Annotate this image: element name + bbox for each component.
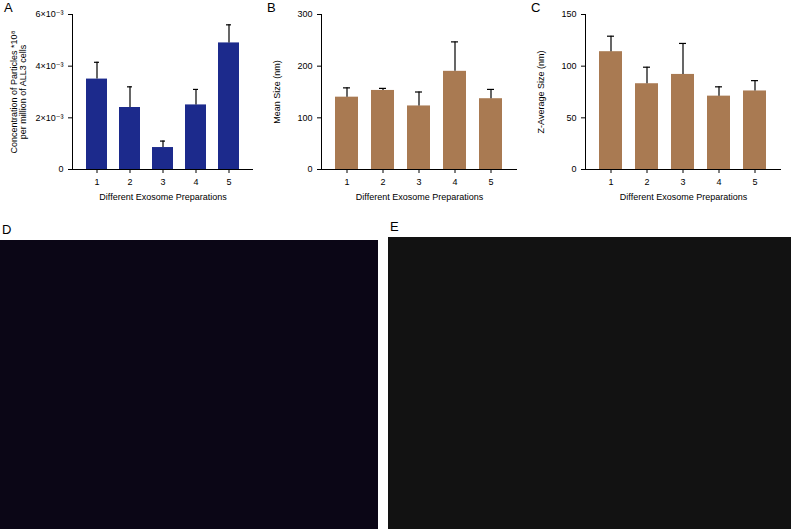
svg-text:Concentration of Particles *10: Concentration of Particles *10⁸per milli… [9,30,28,153]
svg-text:4: 4 [716,177,721,187]
html-text:D: D [2,222,12,237]
html-text:C: C [531,0,541,15]
svg-text:2: 2 [380,177,385,187]
svg-text:1: 1 [608,177,613,187]
svg-text:100: 100 [561,61,576,71]
html-text:B: B [267,0,276,15]
svg-text:0: 0 [307,164,312,174]
svg-text:6×10⁻³: 6×10⁻³ [35,9,63,19]
svg-text:2: 2 [127,177,132,187]
svg-text:4×10⁻³: 4×10⁻³ [35,61,63,71]
svg-text:5: 5 [488,177,493,187]
svg-text:3: 3 [160,177,165,187]
svg-text:1: 1 [344,177,349,187]
svg-text:3: 3 [416,177,421,187]
svg-text:2×10⁻³: 2×10⁻³ [35,113,63,123]
html-text:E: E [390,219,399,234]
svg-text:2: 2 [644,177,649,187]
svg-text:150: 150 [561,9,576,19]
html-text:A: A [4,0,13,15]
svg-text:Different Exosome Preparations: Different Exosome Preparations [99,192,227,202]
svg-text:4: 4 [452,177,457,187]
svg-text:Mean Size (nm): Mean Size (nm) [272,60,282,124]
svg-text:0: 0 [58,164,63,174]
svg-text:4: 4 [193,177,198,187]
svg-text:Different Exosome Preparations: Different Exosome Preparations [620,192,748,202]
svg-text:5: 5 [226,177,231,187]
svg-text:300: 300 [297,9,312,19]
svg-text:3: 3 [680,177,685,187]
svg-text:200: 200 [297,61,312,71]
svg-text:0: 0 [571,164,576,174]
svg-text:50: 50 [566,113,576,123]
svg-text:Different Exosome Preparations: Different Exosome Preparations [356,192,484,202]
svg-text:1: 1 [94,177,99,187]
svg-text:5: 5 [752,177,757,187]
svg-text:Z-Average Size (nm): Z-Average Size (nm) [536,51,546,134]
svg-text:100: 100 [297,113,312,123]
